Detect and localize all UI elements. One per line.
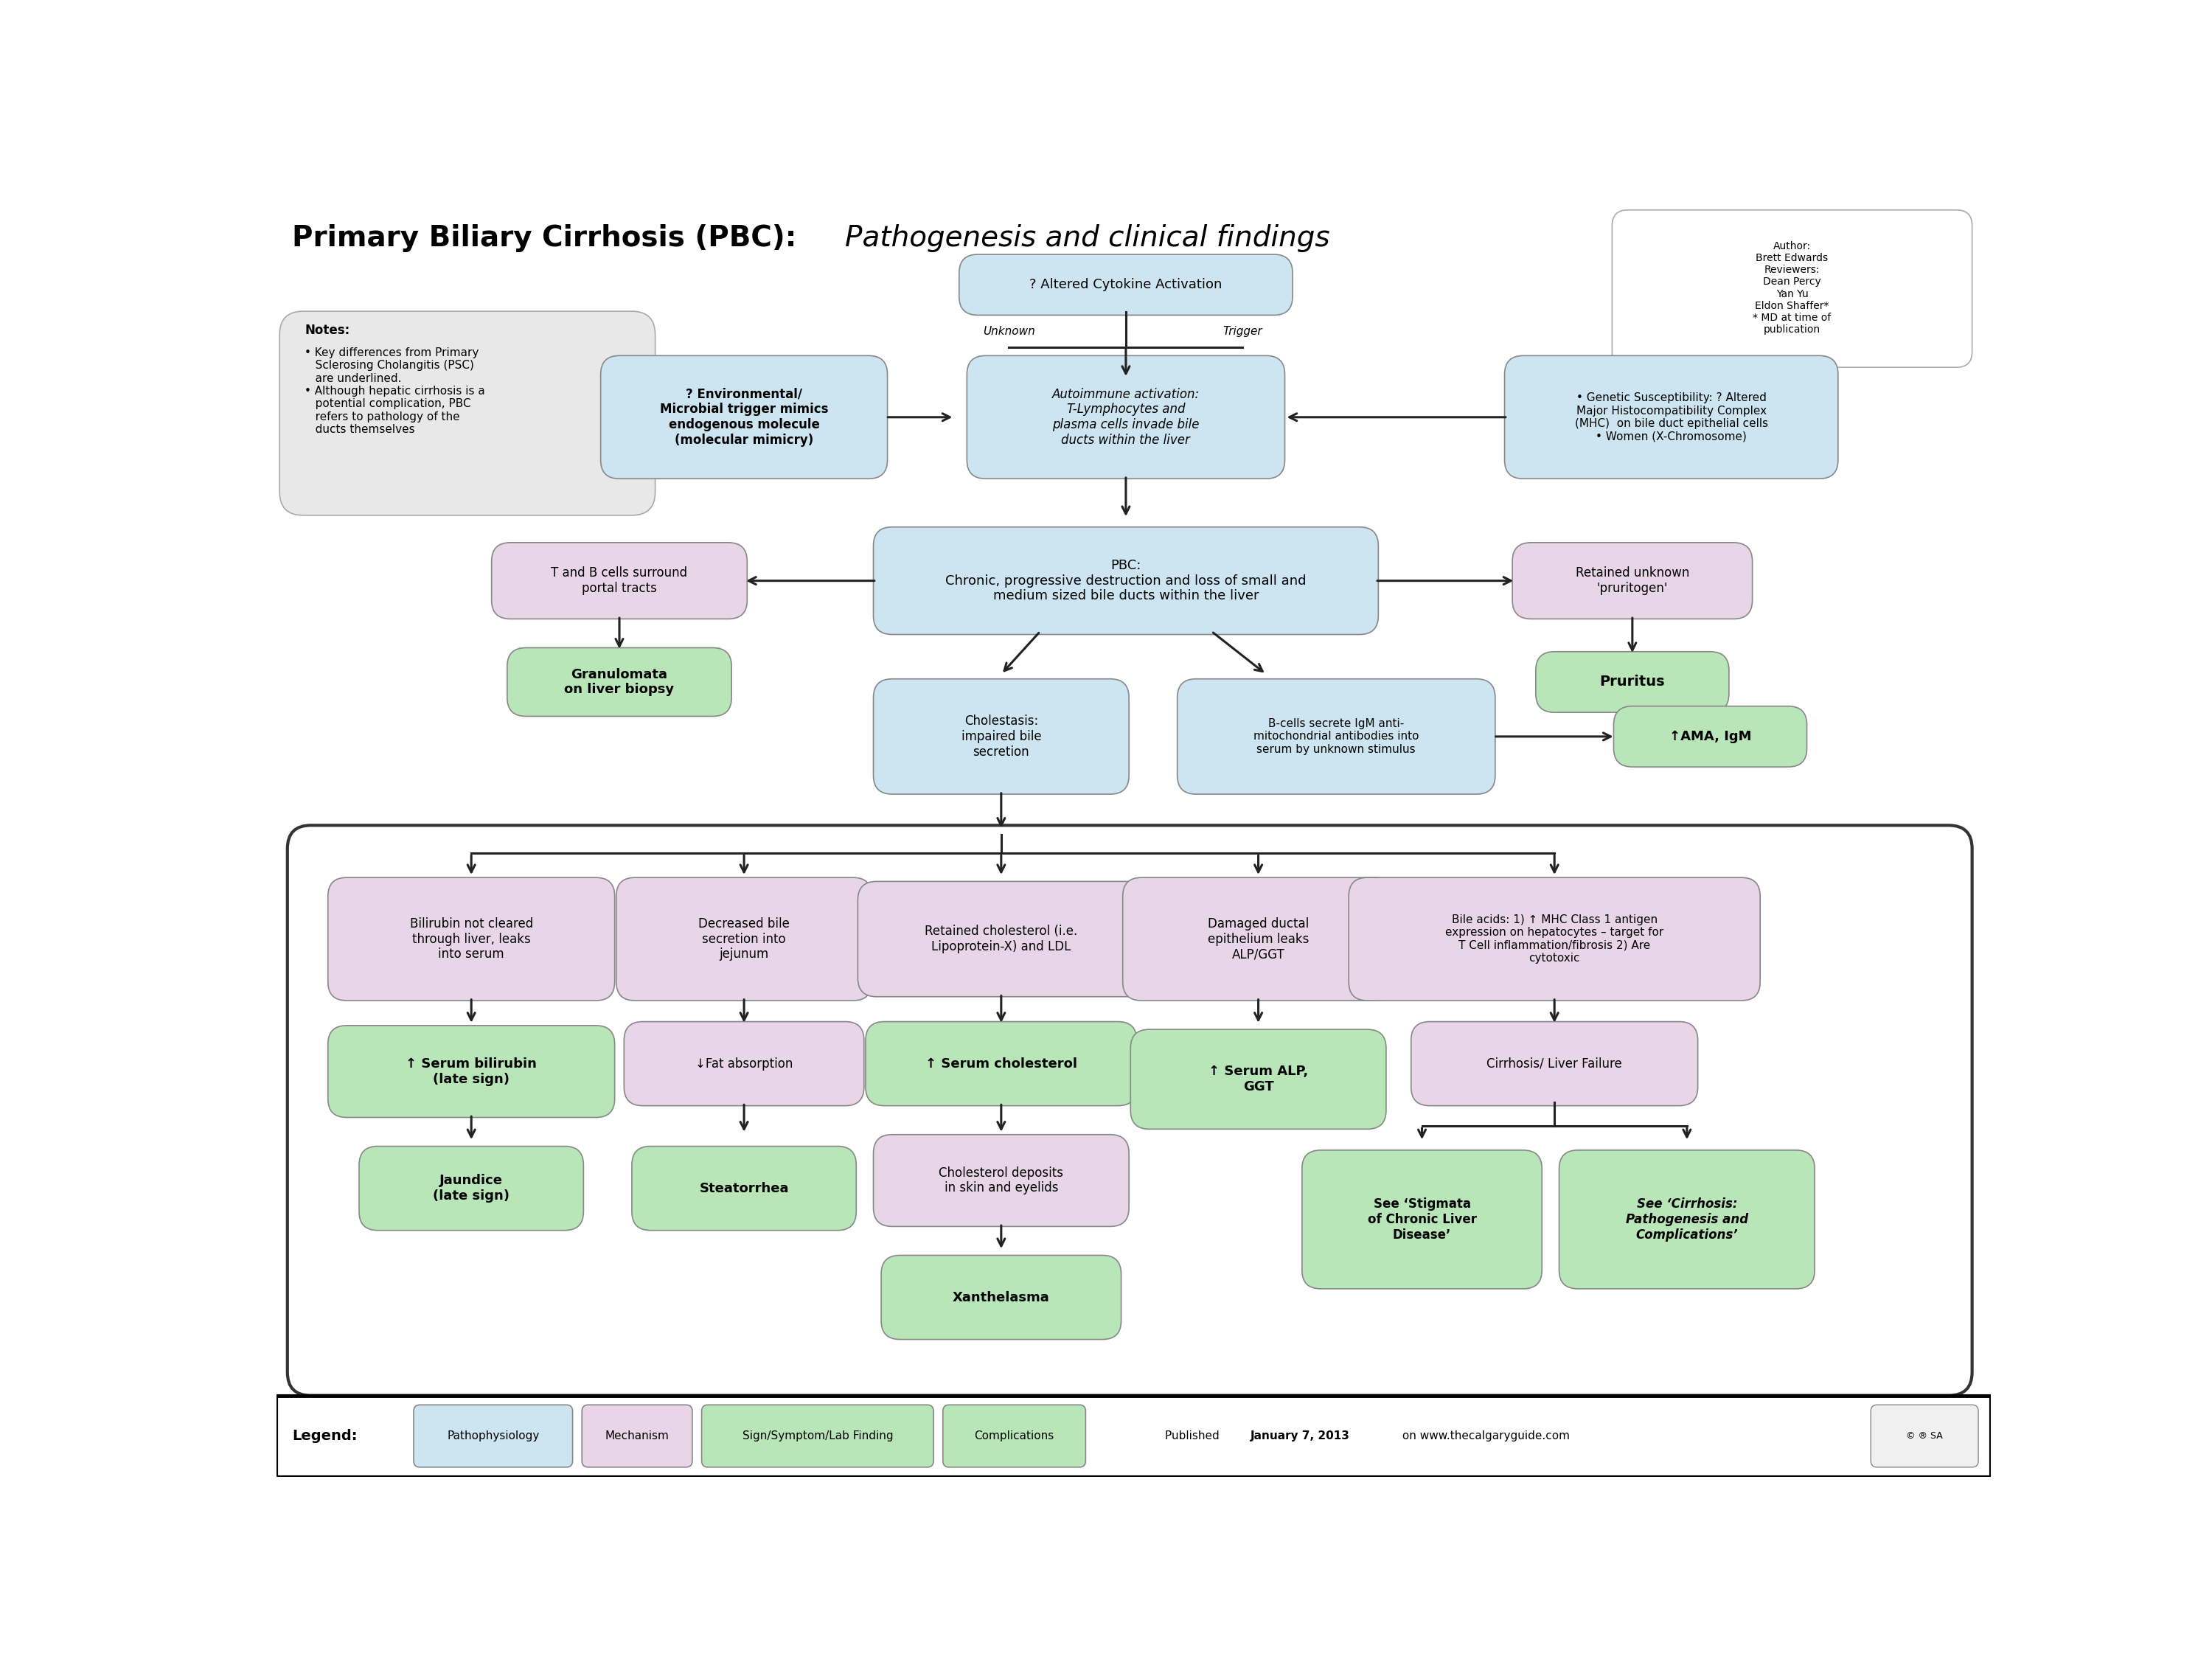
FancyBboxPatch shape bbox=[967, 355, 1285, 479]
FancyBboxPatch shape bbox=[507, 647, 732, 717]
Text: See ‘Stigmata
of Chronic Liver
Disease’: See ‘Stigmata of Chronic Liver Disease’ bbox=[1367, 1198, 1478, 1241]
Text: Cirrhosis/ Liver Failure: Cirrhosis/ Liver Failure bbox=[1486, 1057, 1621, 1070]
FancyBboxPatch shape bbox=[1513, 542, 1752, 619]
Text: Retained cholesterol (i.e.
Lipoprotein-X) and LDL: Retained cholesterol (i.e. Lipoprotein-X… bbox=[925, 924, 1077, 954]
FancyBboxPatch shape bbox=[865, 1022, 1137, 1107]
Text: Steatorrhea: Steatorrhea bbox=[699, 1181, 790, 1194]
FancyBboxPatch shape bbox=[279, 312, 655, 516]
FancyBboxPatch shape bbox=[1130, 1029, 1387, 1130]
FancyBboxPatch shape bbox=[1124, 878, 1394, 1000]
FancyBboxPatch shape bbox=[582, 1405, 692, 1467]
FancyBboxPatch shape bbox=[1613, 707, 1807, 766]
FancyBboxPatch shape bbox=[602, 355, 887, 479]
FancyBboxPatch shape bbox=[880, 1256, 1121, 1339]
Text: January 7, 2013: January 7, 2013 bbox=[1250, 1430, 1349, 1442]
Text: Trigger: Trigger bbox=[1223, 325, 1263, 337]
Text: Bilirubin not cleared
through liver, leaks
into serum: Bilirubin not cleared through liver, lea… bbox=[409, 917, 533, 961]
Text: Granulomata
on liver biopsy: Granulomata on liver biopsy bbox=[564, 667, 675, 697]
Text: Published: Published bbox=[1166, 1430, 1223, 1442]
FancyBboxPatch shape bbox=[701, 1405, 933, 1467]
FancyBboxPatch shape bbox=[276, 1395, 1991, 1477]
Text: Decreased bile
secretion into
jejunum: Decreased bile secretion into jejunum bbox=[699, 917, 790, 961]
Text: T and B cells surround
portal tracts: T and B cells surround portal tracts bbox=[551, 566, 688, 596]
FancyBboxPatch shape bbox=[858, 881, 1144, 997]
Text: Pathogenesis and clinical findings: Pathogenesis and clinical findings bbox=[845, 224, 1329, 252]
Text: Mechanism: Mechanism bbox=[606, 1430, 670, 1442]
Text: Author:
Brett Edwards
Reviewers:
Dean Percy
Yan Yu
Eldon Shaffer*
* MD at time o: Author: Brett Edwards Reviewers: Dean Pe… bbox=[1752, 241, 1832, 335]
FancyBboxPatch shape bbox=[1613, 211, 1973, 367]
FancyBboxPatch shape bbox=[1349, 878, 1761, 1000]
FancyBboxPatch shape bbox=[1535, 652, 1730, 712]
Text: Pruritus: Pruritus bbox=[1599, 675, 1666, 688]
Text: Notes:: Notes: bbox=[305, 324, 349, 337]
Text: B-cells secrete IgM anti-
mitochondrial antibodies into
serum by unknown stimulu: B-cells secrete IgM anti- mitochondrial … bbox=[1254, 718, 1420, 755]
FancyBboxPatch shape bbox=[617, 878, 872, 1000]
Text: Sign/Symptom/Lab Finding: Sign/Symptom/Lab Finding bbox=[743, 1430, 894, 1442]
FancyBboxPatch shape bbox=[358, 1146, 584, 1231]
FancyBboxPatch shape bbox=[327, 878, 615, 1000]
Text: ? Environmental/
Microbial trigger mimics
endogenous molecule
(molecular mimicry: ? Environmental/ Microbial trigger mimic… bbox=[659, 388, 827, 446]
Text: Cholesterol deposits
in skin and eyelids: Cholesterol deposits in skin and eyelids bbox=[938, 1166, 1064, 1194]
Text: ↑ Serum cholesterol: ↑ Serum cholesterol bbox=[925, 1057, 1077, 1070]
Text: Autoimmune activation:
T-Lymphocytes and
plasma cells invade bile
ducts within t: Autoimmune activation: T-Lymphocytes and… bbox=[1053, 388, 1199, 446]
Text: Primary Biliary Cirrhosis (PBC):: Primary Biliary Cirrhosis (PBC): bbox=[292, 224, 807, 252]
Text: Jaundice
(late sign): Jaundice (late sign) bbox=[434, 1175, 509, 1203]
Text: • Genetic Susceptibility: ? Altered
Major Histocompatibility Complex
(MHC)  on b: • Genetic Susceptibility: ? Altered Majo… bbox=[1575, 393, 1767, 441]
Text: See ‘Cirrhosis:
Pathogenesis and
Complications’: See ‘Cirrhosis: Pathogenesis and Complic… bbox=[1626, 1198, 1747, 1241]
FancyBboxPatch shape bbox=[1559, 1150, 1814, 1289]
Text: Xanthelasma: Xanthelasma bbox=[953, 1291, 1051, 1304]
Text: Legend:: Legend: bbox=[292, 1428, 358, 1443]
FancyBboxPatch shape bbox=[624, 1022, 865, 1107]
FancyBboxPatch shape bbox=[633, 1146, 856, 1231]
FancyBboxPatch shape bbox=[1303, 1150, 1542, 1289]
Text: Damaged ductal
epithelium leaks
ALP/GGT: Damaged ductal epithelium leaks ALP/GGT bbox=[1208, 917, 1310, 961]
Text: ↓Fat absorption: ↓Fat absorption bbox=[695, 1057, 792, 1070]
FancyBboxPatch shape bbox=[491, 542, 748, 619]
FancyBboxPatch shape bbox=[874, 1135, 1128, 1226]
Text: Pathophysiology: Pathophysiology bbox=[447, 1430, 540, 1442]
FancyBboxPatch shape bbox=[1871, 1405, 1978, 1467]
Text: ↑AMA, IgM: ↑AMA, IgM bbox=[1670, 730, 1752, 743]
Text: • Key differences from Primary
   Sclerosing Cholangitis (PSC)
   are underlined: • Key differences from Primary Sclerosin… bbox=[305, 347, 484, 435]
Text: ↑ Serum bilirubin
(late sign): ↑ Serum bilirubin (late sign) bbox=[405, 1057, 538, 1085]
FancyBboxPatch shape bbox=[874, 528, 1378, 634]
FancyBboxPatch shape bbox=[960, 254, 1292, 315]
Text: ↑ Serum ALP,
GGT: ↑ Serum ALP, GGT bbox=[1208, 1065, 1307, 1093]
FancyBboxPatch shape bbox=[1177, 679, 1495, 795]
Text: on www.thecalgaryguide.com: on www.thecalgaryguide.com bbox=[1398, 1430, 1571, 1442]
FancyBboxPatch shape bbox=[1411, 1022, 1699, 1107]
Text: PBC:
Chronic, progressive destruction and loss of small and
medium sized bile du: PBC: Chronic, progressive destruction an… bbox=[945, 559, 1307, 602]
FancyBboxPatch shape bbox=[1504, 355, 1838, 479]
Text: Bile acids: 1) ↑ MHC Class 1 antigen
expression on hepatocytes – target for
T Ce: Bile acids: 1) ↑ MHC Class 1 antigen exp… bbox=[1444, 914, 1663, 964]
Text: Cholestasis:
impaired bile
secretion: Cholestasis: impaired bile secretion bbox=[962, 715, 1042, 758]
Text: Unknown: Unknown bbox=[982, 325, 1035, 337]
Text: © ® SA: © ® SA bbox=[1907, 1432, 1942, 1440]
FancyBboxPatch shape bbox=[288, 825, 1973, 1395]
FancyBboxPatch shape bbox=[942, 1405, 1086, 1467]
FancyBboxPatch shape bbox=[874, 679, 1128, 795]
FancyBboxPatch shape bbox=[414, 1405, 573, 1467]
FancyBboxPatch shape bbox=[327, 1025, 615, 1118]
Text: Retained unknown
'pruritogen': Retained unknown 'pruritogen' bbox=[1575, 566, 1690, 596]
Text: ? Altered Cytokine Activation: ? Altered Cytokine Activation bbox=[1029, 279, 1223, 292]
Text: Complications: Complications bbox=[973, 1430, 1055, 1442]
